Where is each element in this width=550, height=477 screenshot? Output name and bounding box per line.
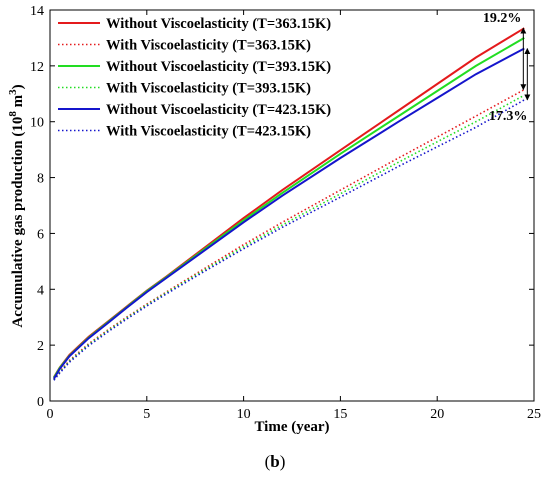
series-line-5 [53,47,525,380]
annotations: 19.2% 17.3% [483,11,531,124]
panel-label: (b) [264,452,286,471]
annotation-label-2: 17.3% [489,109,528,124]
y-tick-label: 14 [30,4,44,19]
legend-label-3: Without Viscoelasticity (T=393.15K) [106,59,331,75]
axes-frame [49,9,535,402]
panel-letter: b [270,452,280,471]
legend-label-4: With Viscoelasticity (T=393.15K) [106,81,311,97]
x-tick-label: 25 [527,407,541,422]
y-tick-label: 6 [37,227,44,242]
y-tick-label: 12 [30,60,44,75]
x-tick-label: 10 [237,407,251,422]
axes: 0 5 10 15 20 25 0 2 4 6 8 10 12 14 [30,4,541,422]
legend: Without Viscoelasticity (T=363.15K) With … [58,16,331,140]
legend-label-1: Without Viscoelasticity (T=363.15K) [106,16,331,32]
annotation-label-1: 19.2% [483,11,522,26]
plot-area [53,27,525,381]
y-axis-label: Accumulative gas production (108 m3) [7,84,26,327]
y-tick-label: 10 [30,116,44,131]
legend-label-5: Without Viscoelasticity (T=423.15K) [106,102,331,118]
y-tick-label: 8 [37,172,44,187]
y-tick-label: 2 [37,339,44,354]
series-line-6 [53,99,525,381]
y-tick-label: 4 [37,283,44,298]
x-axis-label: Time (year) [254,419,329,435]
legend-label-2: With Viscoelasticity (T=363.15K) [106,38,311,54]
x-tick-label: 5 [143,407,150,422]
y-tick-label: 0 [37,395,44,410]
x-tick-label: 15 [333,407,347,422]
chart: 0 5 10 15 20 25 0 2 4 6 8 10 12 14 Time (year) Accumu… [7,4,541,435]
legend-label-6: With Viscoelasticity (T=423.15K) [106,124,311,140]
x-tick-label: 0 [47,407,54,422]
x-tick-label: 20 [430,407,444,422]
